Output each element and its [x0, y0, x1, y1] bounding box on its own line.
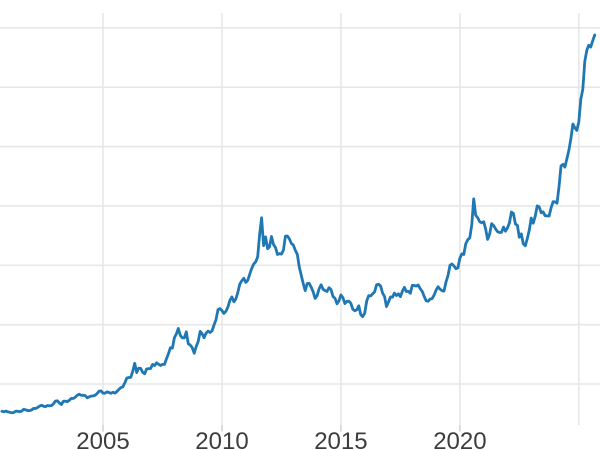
- x-tick-label-2005: 2005: [76, 428, 129, 450]
- x-tick-label-2020: 2020: [433, 428, 486, 450]
- x-tick-label-2010: 2010: [195, 428, 248, 450]
- price-line-series: [0, 33, 597, 415]
- x-tick-label-2015: 2015: [314, 428, 367, 450]
